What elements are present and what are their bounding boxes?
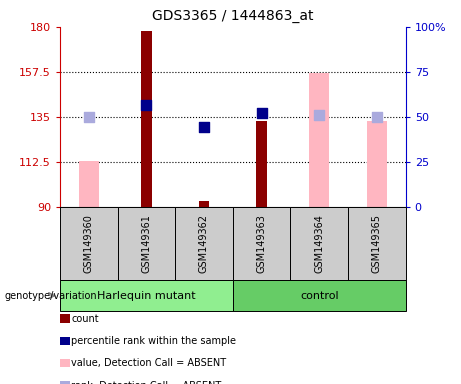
Point <box>142 102 150 108</box>
Bar <box>60 337 70 345</box>
Text: GSM149365: GSM149365 <box>372 214 382 273</box>
Point <box>315 112 323 118</box>
Bar <box>60 280 233 311</box>
Point <box>85 114 92 120</box>
Text: rank, Detection Call = ABSENT: rank, Detection Call = ABSENT <box>71 381 222 384</box>
Text: value, Detection Call = ABSENT: value, Detection Call = ABSENT <box>71 358 226 368</box>
Bar <box>60 381 70 384</box>
Bar <box>367 121 387 207</box>
Bar <box>79 161 99 207</box>
Point <box>373 114 381 120</box>
Text: control: control <box>300 291 338 301</box>
Bar <box>233 280 406 311</box>
Bar <box>256 121 267 207</box>
Bar <box>309 73 329 207</box>
Text: GSM149364: GSM149364 <box>314 214 324 273</box>
Text: genotype/variation: genotype/variation <box>5 291 97 301</box>
Bar <box>348 207 406 280</box>
Point <box>258 110 266 116</box>
Text: percentile rank within the sample: percentile rank within the sample <box>71 336 236 346</box>
Text: GSM149362: GSM149362 <box>199 214 209 273</box>
Bar <box>141 31 152 207</box>
Bar <box>118 207 175 280</box>
Bar <box>233 207 290 280</box>
Bar <box>60 314 70 323</box>
Text: Harlequin mutant: Harlequin mutant <box>97 291 195 301</box>
Text: count: count <box>71 314 99 324</box>
Text: GSM149363: GSM149363 <box>257 214 266 273</box>
Text: GSM149360: GSM149360 <box>84 214 94 273</box>
Bar <box>175 207 233 280</box>
Text: GSM149361: GSM149361 <box>142 214 151 273</box>
Bar <box>199 201 209 207</box>
Bar <box>60 359 70 367</box>
Bar <box>290 207 348 280</box>
Bar <box>60 207 118 280</box>
Point <box>200 124 207 130</box>
Title: GDS3365 / 1444863_at: GDS3365 / 1444863_at <box>152 9 313 23</box>
